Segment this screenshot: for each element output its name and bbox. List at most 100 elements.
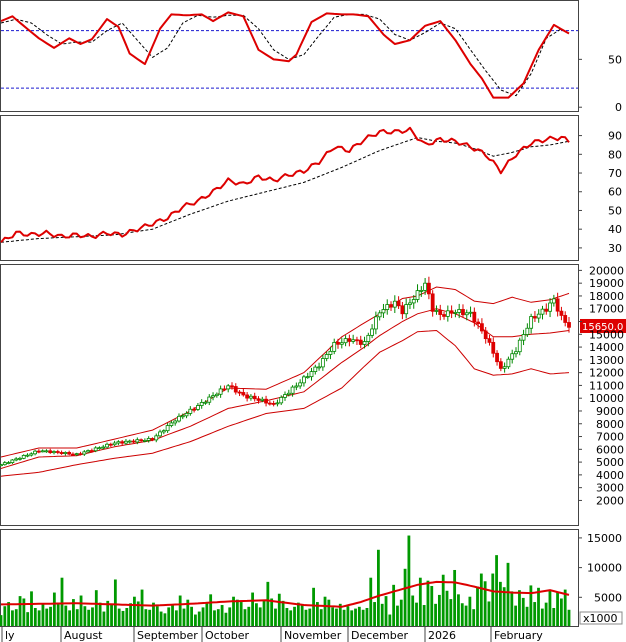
candle-body: [40, 450, 45, 453]
candle-body: [559, 310, 564, 316]
candle-body: [355, 339, 359, 342]
volume-bar: [476, 586, 479, 626]
candle-body: [59, 452, 64, 454]
candle-body: [6, 462, 11, 465]
volume-bar: [403, 568, 407, 626]
candle-body: [544, 308, 549, 312]
candle-body: [218, 388, 223, 395]
last-price-tag: 15650.0: [580, 318, 626, 333]
volume-bar: [87, 609, 91, 626]
volume-bar: [342, 609, 346, 626]
candle-body: [343, 338, 348, 344]
candle-body: [529, 316, 534, 329]
candle-body: [468, 311, 473, 314]
candle-body: [169, 422, 174, 426]
candle-body: [392, 300, 397, 308]
candle-body: [373, 316, 378, 330]
candle-body: [483, 330, 488, 340]
volume-bar: [56, 602, 60, 626]
volume-bar: [182, 608, 186, 626]
volume-bar: [205, 602, 209, 626]
candle-body: [419, 289, 424, 292]
volume-bar: [140, 589, 144, 626]
candle-body: [241, 392, 246, 396]
volume-unit-label: x1000: [583, 612, 618, 625]
volume-bar: [266, 581, 270, 626]
volume-bar: [472, 609, 476, 626]
candle-body: [249, 395, 253, 399]
month-label: September: [137, 629, 198, 642]
volume-bar: [434, 603, 437, 626]
volume-bar: [388, 614, 392, 626]
volume-bar: [106, 600, 110, 626]
price-panel: 15650.0200030004000500060007000800090001…: [0, 264, 626, 526]
volume-bar: [33, 607, 37, 626]
volume-bar: [483, 581, 487, 626]
volume-bar: [79, 595, 83, 626]
month-label: ly: [5, 629, 15, 642]
volume-bar: [563, 589, 567, 626]
candle-body: [135, 439, 140, 443]
volume-bar: [22, 598, 26, 626]
candle-body: [161, 430, 166, 433]
candle-body: [233, 386, 238, 393]
volume-bar: [407, 535, 411, 626]
bollinger-upper-band: [0, 286, 570, 458]
candle-body: [317, 366, 321, 369]
volume-bar: [159, 611, 163, 626]
candle-body: [188, 408, 193, 414]
volume-bar: [319, 609, 323, 626]
bollinger-lower-band: [0, 329, 570, 477]
candle-body: [180, 415, 185, 418]
volume-bar: [125, 607, 129, 626]
candle-body: [445, 310, 450, 317]
volume-ma-line: [1, 580, 570, 608]
candle-body: [211, 395, 215, 398]
candle-body: [71, 453, 75, 456]
candle-body: [105, 443, 109, 448]
candle-body: [453, 312, 458, 314]
candle-body: [173, 420, 178, 424]
candle-body: [351, 339, 356, 342]
volume-bar: [113, 579, 117, 626]
last-price-label: 15650.0: [582, 322, 623, 333]
volume-bar: [380, 603, 384, 626]
candle-body: [339, 342, 344, 345]
candle-body: [279, 396, 284, 404]
volume-panel: 5000 10000 15000 x1000: [0, 529, 623, 627]
candle-body: [548, 302, 552, 312]
price-frame: [0, 264, 579, 526]
volume-bar: [323, 596, 327, 626]
volume-bar: [197, 611, 201, 626]
stochastic-tick-label: 0: [615, 101, 622, 114]
volume-tick-label: 5000: [594, 591, 622, 604]
candle-body: [396, 300, 401, 307]
candle-body: [112, 442, 117, 446]
candle-body: [192, 408, 197, 411]
candle-body: [67, 452, 72, 455]
volume-bar: [479, 573, 483, 626]
candle-body: [264, 398, 268, 404]
rsi-tick-label: 90: [608, 130, 622, 143]
volume-bar: [350, 610, 354, 626]
candle-body: [495, 352, 499, 363]
candle-body: [267, 402, 272, 405]
candle-body: [498, 361, 503, 369]
candle-body: [101, 446, 106, 449]
candle-body: [362, 341, 367, 345]
candle-body: [324, 354, 329, 359]
volume-bar: [521, 597, 525, 626]
volume-bar: [75, 609, 79, 626]
candle-body: [449, 310, 454, 314]
volume-bar: [506, 562, 510, 626]
candle-body: [158, 431, 162, 437]
volume-bar: [72, 599, 75, 626]
volume-bar: [68, 610, 72, 626]
candle-body: [55, 451, 60, 453]
candle-body: [10, 459, 15, 464]
volume-bar: [312, 587, 315, 626]
candle-body: [533, 316, 537, 319]
stochastic-tick-label: 50: [608, 53, 622, 66]
candle-body: [430, 293, 435, 312]
